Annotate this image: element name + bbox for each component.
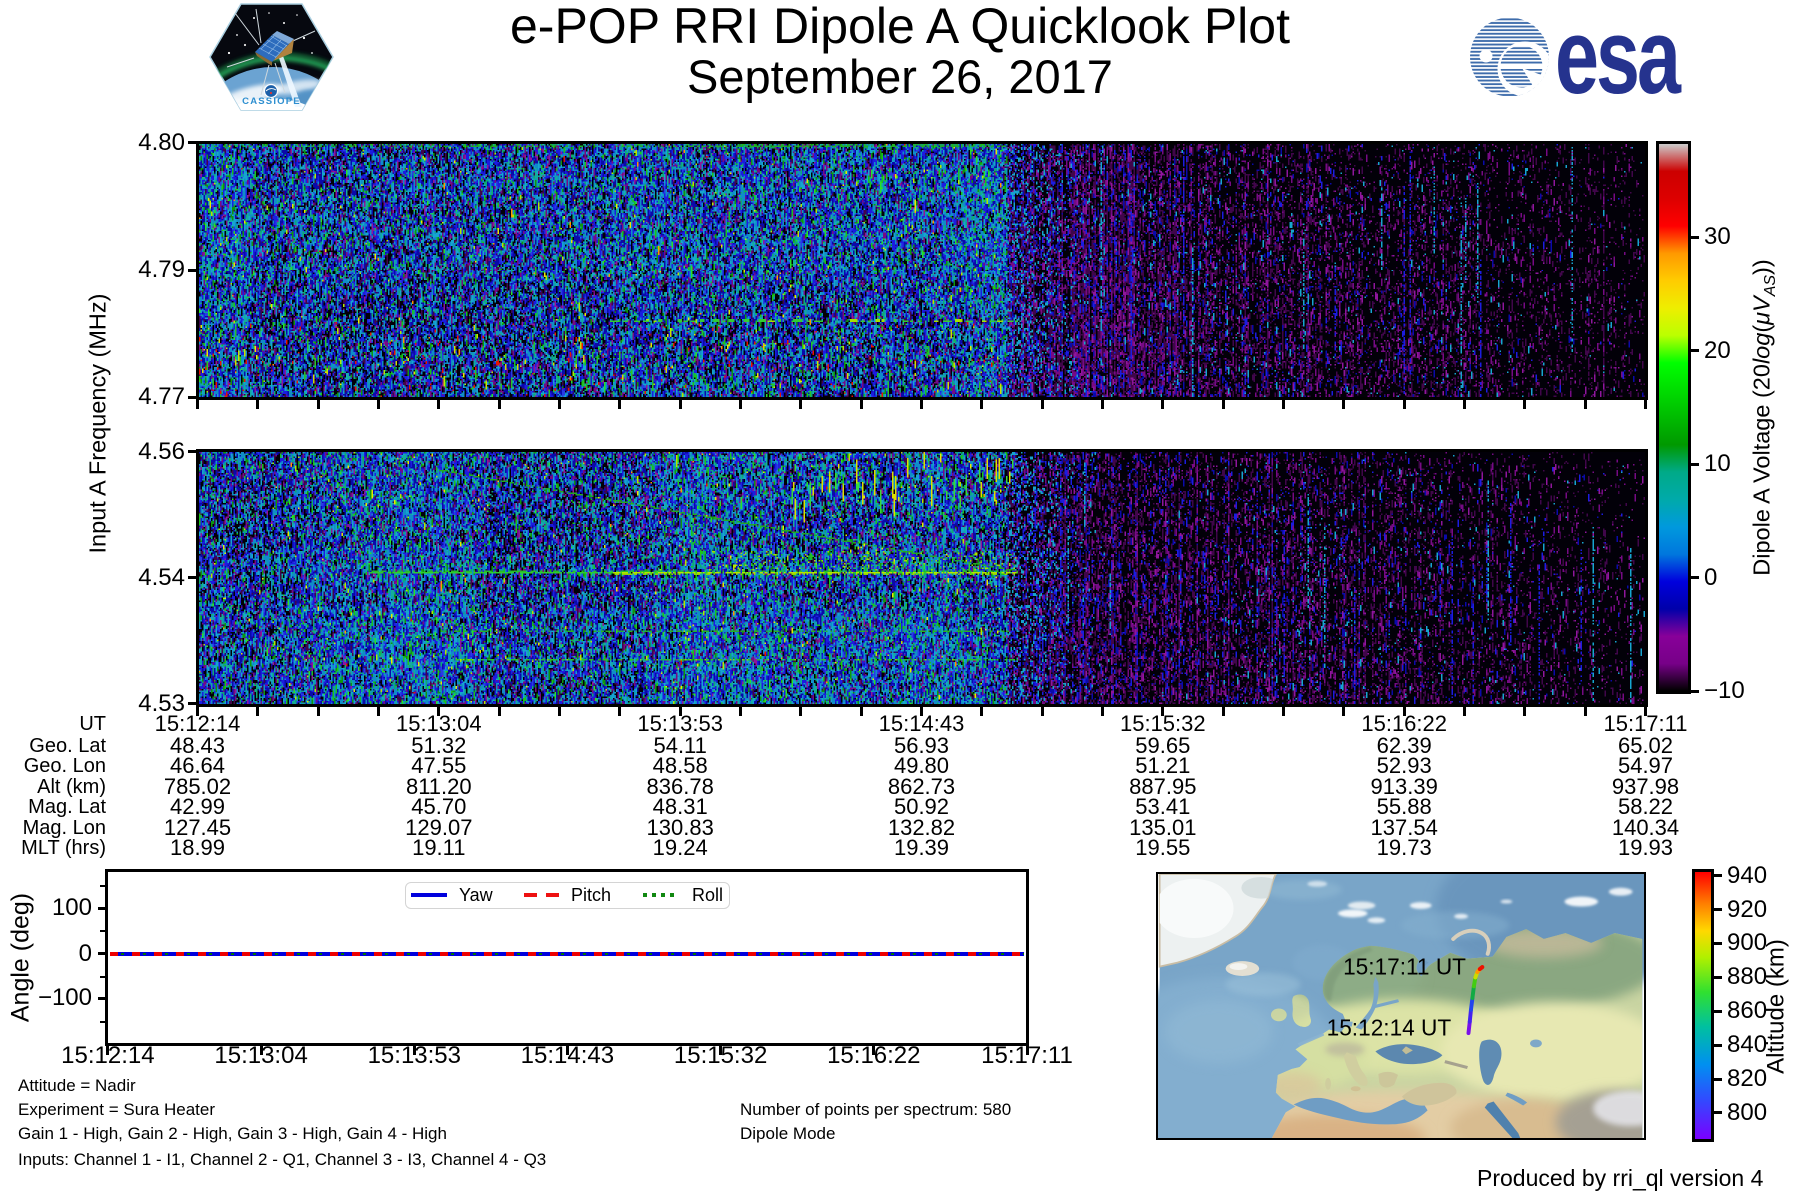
svg-text:esa: esa — [1555, 14, 1682, 104]
svg-text:15:17:11 UT: 15:17:11 UT — [1343, 953, 1466, 979]
svg-text:15:12:14 UT: 15:12:14 UT — [1327, 1015, 1452, 1041]
svg-text:CASSIOPE: CASSIOPE — [242, 96, 301, 107]
